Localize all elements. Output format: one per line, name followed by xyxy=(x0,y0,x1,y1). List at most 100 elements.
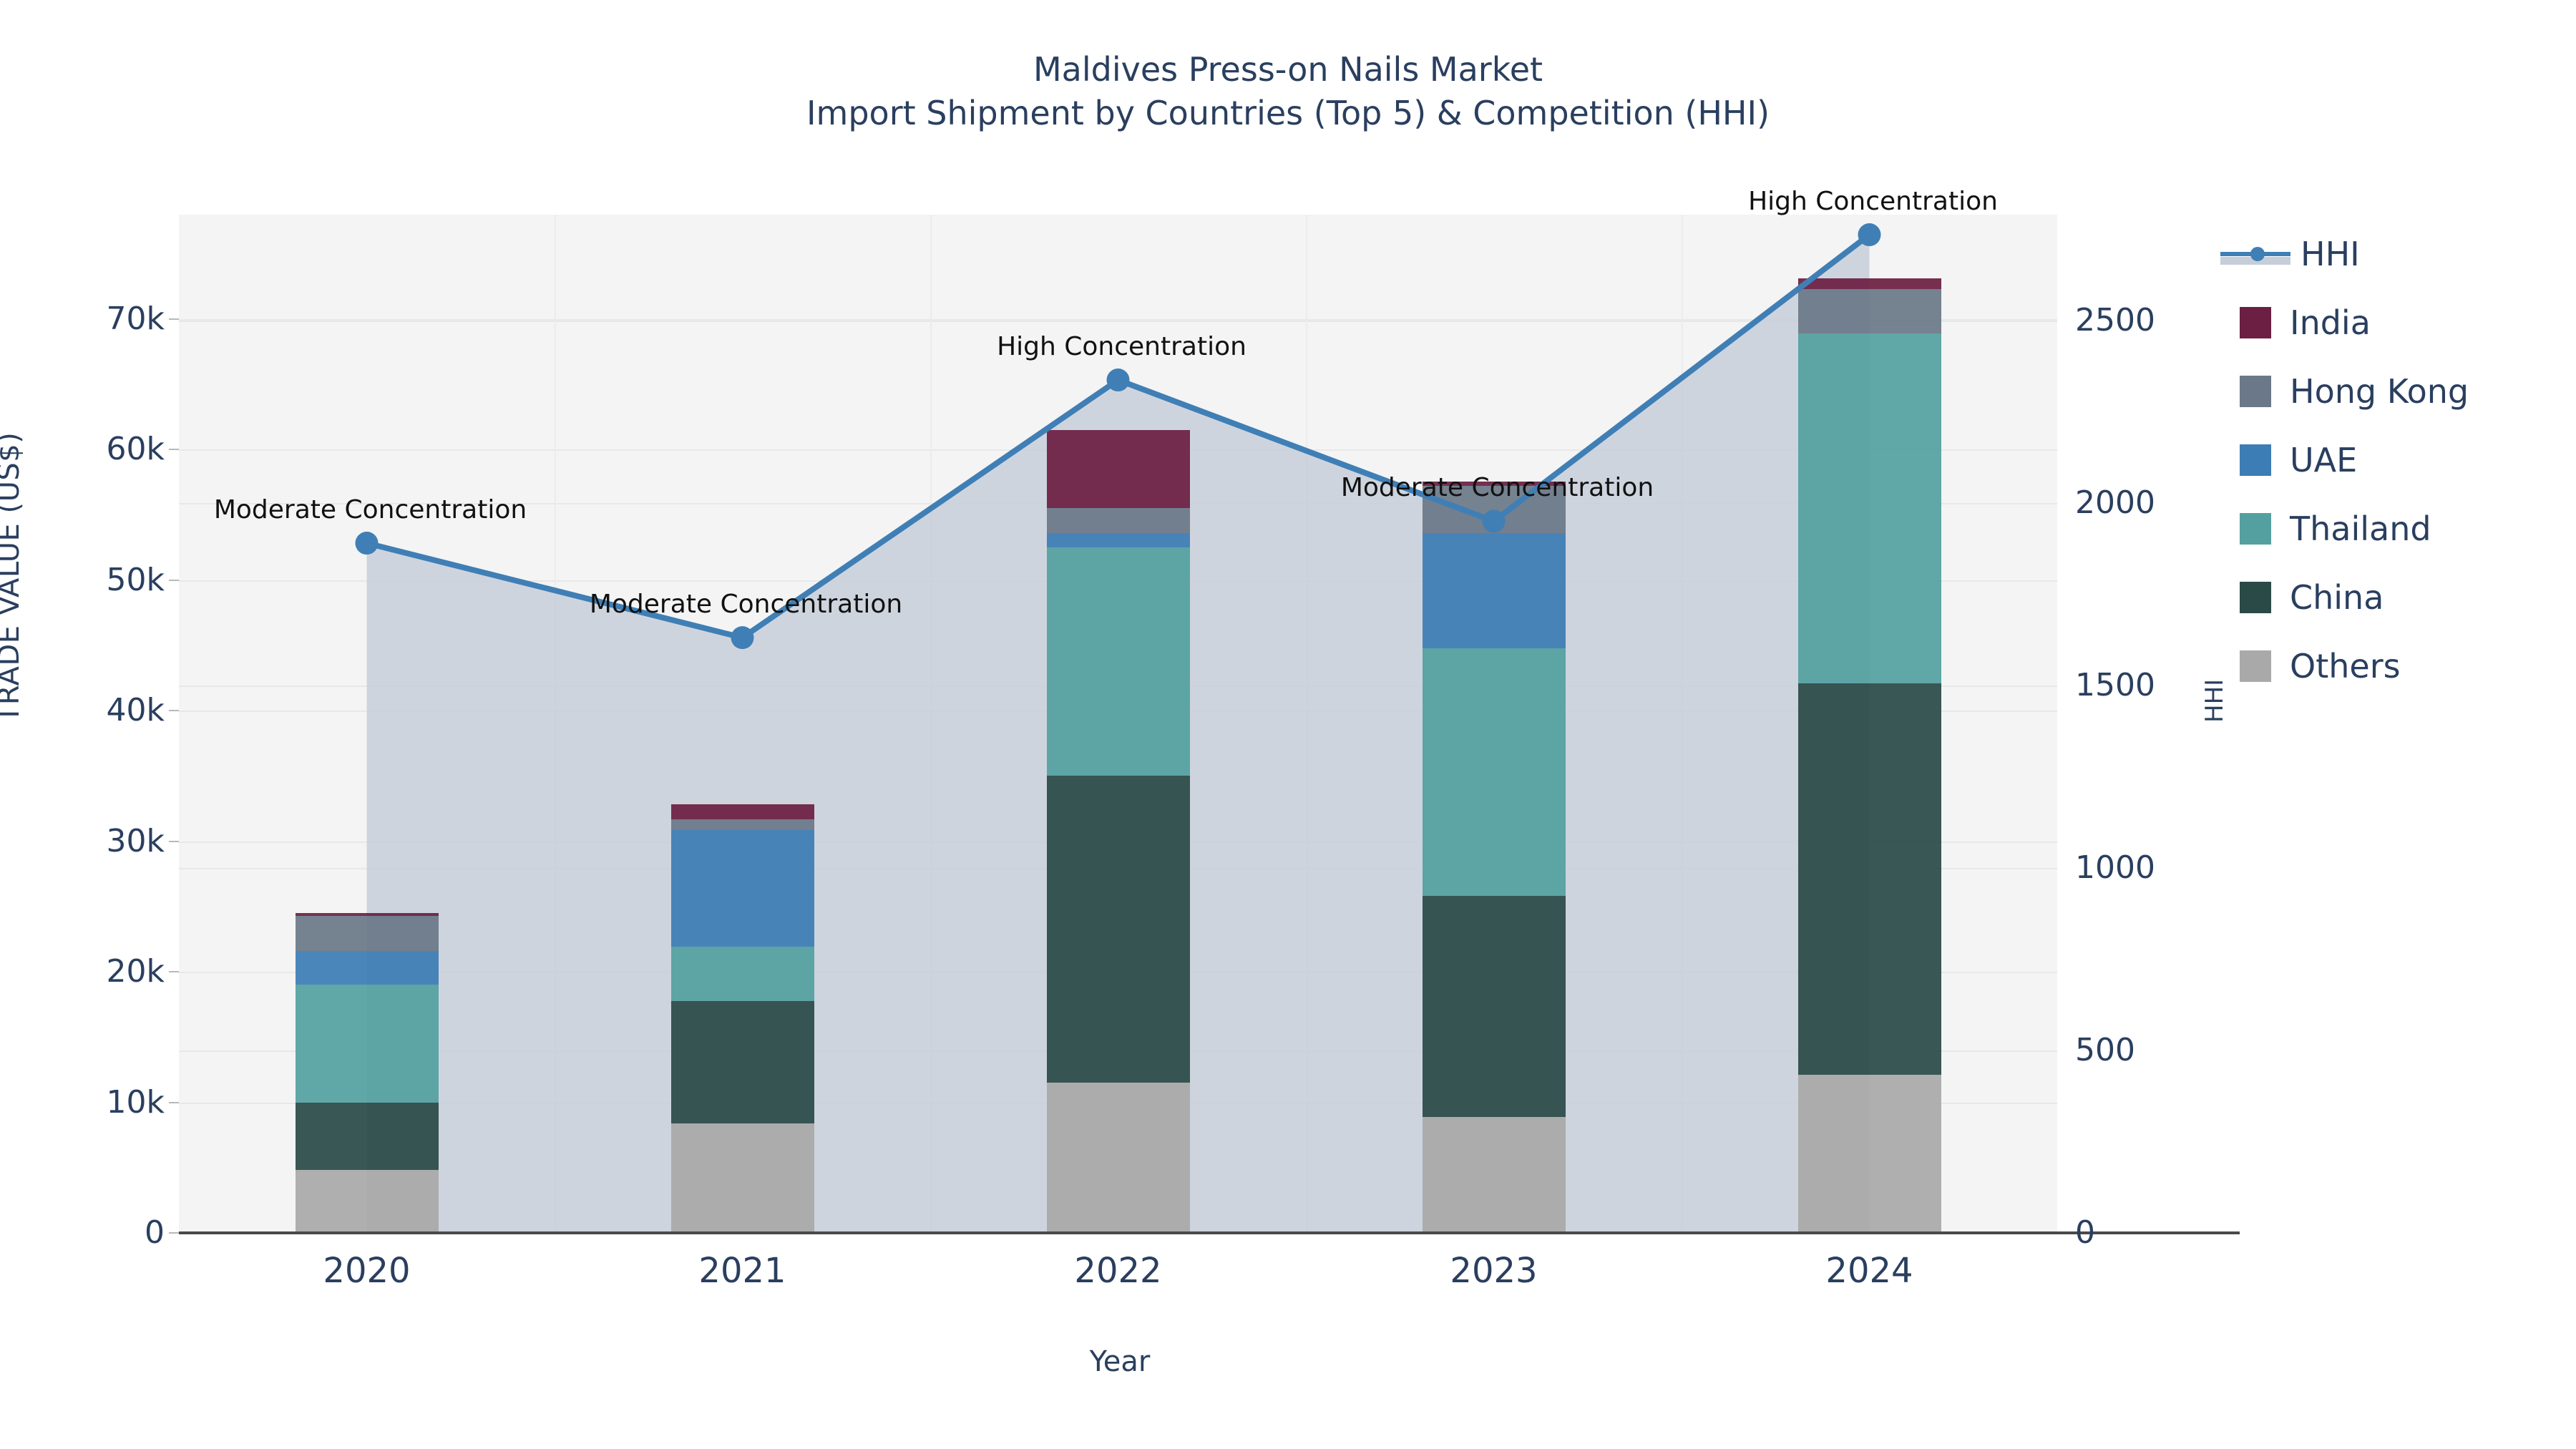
bar-segment-hong-kong-2024[interactable] xyxy=(1797,289,1941,334)
bar-segment-others-2023[interactable] xyxy=(1422,1116,1566,1233)
legend-item-hong-kong[interactable]: Hong Kong xyxy=(2240,374,2576,409)
legend-swatch-thailand xyxy=(2240,513,2271,545)
bar-segment-india-2022[interactable] xyxy=(1046,430,1190,509)
bar-segment-india-2021[interactable] xyxy=(670,804,814,819)
bar-segment-others-2022[interactable] xyxy=(1046,1083,1190,1233)
bar-segment-india-2024[interactable] xyxy=(1797,278,1941,289)
bar-segment-hong-kong-2020[interactable] xyxy=(295,915,439,951)
y-axis-right-tick: 500 xyxy=(2075,1031,2135,1068)
bar-segment-india-2023[interactable] xyxy=(1422,482,1566,487)
annotation-2021: Moderate Concentration xyxy=(589,590,903,620)
gridline-secondary xyxy=(179,320,2057,322)
legend-item-uae[interactable]: UAE xyxy=(2240,442,2576,478)
legend-line-marker xyxy=(2250,247,2265,261)
legend-label: China xyxy=(2290,578,2384,617)
y-axis-left-tick-mark xyxy=(169,840,179,842)
legend-label: HHI xyxy=(2301,235,2360,273)
legend-swatch-china xyxy=(2240,582,2271,613)
y-axis-left-tick: 30k xyxy=(106,822,165,859)
x-axis-line xyxy=(179,1231,2240,1234)
legend-label: Thailand xyxy=(2290,509,2431,548)
legend-item-thailand[interactable]: Thailand xyxy=(2240,511,2576,547)
hhi-marker-2021[interactable] xyxy=(731,626,754,650)
y-axis-right-tick: 2000 xyxy=(2075,484,2155,521)
legend-item-others[interactable]: Others xyxy=(2240,648,2576,684)
hhi-line-path xyxy=(366,232,1871,641)
legend-label: Hong Kong xyxy=(2290,372,2469,411)
chart-title-line-1: Maldives Press-on Nails Market xyxy=(1033,50,1543,89)
bar-stack-2022[interactable] xyxy=(1046,430,1190,1233)
chart-title: Maldives Press-on Nails Market Import Sh… xyxy=(0,50,2576,133)
y-axis-left-tick-mark xyxy=(169,1232,179,1234)
bar-segment-hong-kong-2021[interactable] xyxy=(670,819,814,831)
legend-swatch-others xyxy=(2240,650,2271,682)
bar-stack-2021[interactable] xyxy=(670,804,814,1233)
x-axis-tick-2022: 2022 xyxy=(1074,1251,1162,1291)
y-axis-right-tick: 1500 xyxy=(2075,666,2155,703)
x-axis-label: Year xyxy=(1089,1345,1151,1378)
annotation-2023: Moderate Concentration xyxy=(1340,473,1654,503)
bar-stack-2024[interactable] xyxy=(1797,278,1941,1233)
bar-segment-uae-2022[interactable] xyxy=(1046,533,1190,548)
legend-label: Others xyxy=(2290,647,2401,686)
bar-segment-china-2024[interactable] xyxy=(1797,683,1941,1075)
bar-segment-others-2021[interactable] xyxy=(670,1123,814,1233)
annotation-2022: High Concentration xyxy=(997,332,1246,362)
y-axis-left-tick: 70k xyxy=(106,300,165,337)
y-axis-left-tick: 40k xyxy=(106,692,165,729)
bar-segment-india-2020[interactable] xyxy=(295,913,439,916)
y-axis-left-tick-mark xyxy=(169,971,179,973)
bar-segment-others-2020[interactable] xyxy=(295,1170,439,1233)
y-axis-right-tick: 0 xyxy=(2075,1214,2095,1251)
y-axis-right-tick: 1000 xyxy=(2075,849,2155,886)
bar-segment-uae-2023[interactable] xyxy=(1422,533,1566,648)
y-axis-left-tick-mark xyxy=(169,710,179,712)
bar-segment-thailand-2023[interactable] xyxy=(1422,648,1566,897)
legend-line-icon xyxy=(2220,238,2290,270)
bar-segment-china-2022[interactable] xyxy=(1046,776,1190,1083)
bar-segment-china-2020[interactable] xyxy=(295,1102,439,1171)
x-axis-tick-2023: 2023 xyxy=(1450,1251,1538,1291)
plot-area xyxy=(179,215,2057,1233)
legend-label: India xyxy=(2290,303,2371,342)
legend: HHI India Hong Kong UAE Thailand China Others xyxy=(2220,235,2576,717)
legend-label: UAE xyxy=(2290,441,2358,479)
bar-stack-2020[interactable] xyxy=(295,913,439,1233)
gridline xyxy=(179,318,2057,321)
y-axis-left-tick-mark xyxy=(169,1101,179,1103)
x-axis-tick-2020: 2020 xyxy=(323,1251,411,1291)
chart-title-line-2: Import Shipment by Countries (Top 5) & C… xyxy=(806,94,1770,133)
hhi-marker-2020[interactable] xyxy=(355,532,379,555)
x-axis-tick-2021: 2021 xyxy=(698,1251,786,1291)
y-axis-left-tick: 0 xyxy=(145,1214,165,1251)
y-axis-left-tick-mark xyxy=(169,449,179,451)
bar-segment-thailand-2022[interactable] xyxy=(1046,547,1190,776)
bar-segment-uae-2021[interactable] xyxy=(670,830,814,947)
bar-segment-china-2023[interactable] xyxy=(1422,896,1566,1117)
plot-inner xyxy=(179,215,2057,1233)
hhi-marker-2024[interactable] xyxy=(1858,223,1881,247)
hhi-line-series[interactable] xyxy=(179,215,2057,1233)
bar-segment-china-2021[interactable] xyxy=(670,1001,814,1123)
bar-segment-others-2024[interactable] xyxy=(1797,1075,1941,1233)
bar-segment-thailand-2024[interactable] xyxy=(1797,333,1941,683)
hhi-marker-2022[interactable] xyxy=(1106,369,1130,392)
hhi-marker-2023[interactable] xyxy=(1482,509,1506,533)
bar-segment-hong-kong-2022[interactable] xyxy=(1046,508,1190,534)
bar-segment-uae-2020[interactable] xyxy=(295,950,439,985)
x-axis-tick-2024: 2024 xyxy=(1825,1251,1913,1291)
annotation-2024: High Concentration xyxy=(1748,187,1998,217)
y-axis-left-tick-mark xyxy=(169,579,179,581)
bar-stack-2023[interactable] xyxy=(1422,482,1566,1233)
bar-segment-thailand-2021[interactable] xyxy=(670,947,814,1002)
bar-segment-thailand-2020[interactable] xyxy=(295,985,439,1103)
y-axis-left-tick: 60k xyxy=(106,431,165,468)
y-axis-left-tick: 50k xyxy=(106,561,165,598)
legend-item-china[interactable]: China xyxy=(2240,580,2576,615)
y-axis-right-tick: 2500 xyxy=(2075,301,2155,338)
legend-item-hhi[interactable]: HHI xyxy=(2220,235,2576,273)
legend-swatch-hong-kong xyxy=(2240,376,2271,407)
legend-item-india[interactable]: India xyxy=(2240,305,2576,341)
y-axis-left-tick: 20k xyxy=(106,953,165,990)
